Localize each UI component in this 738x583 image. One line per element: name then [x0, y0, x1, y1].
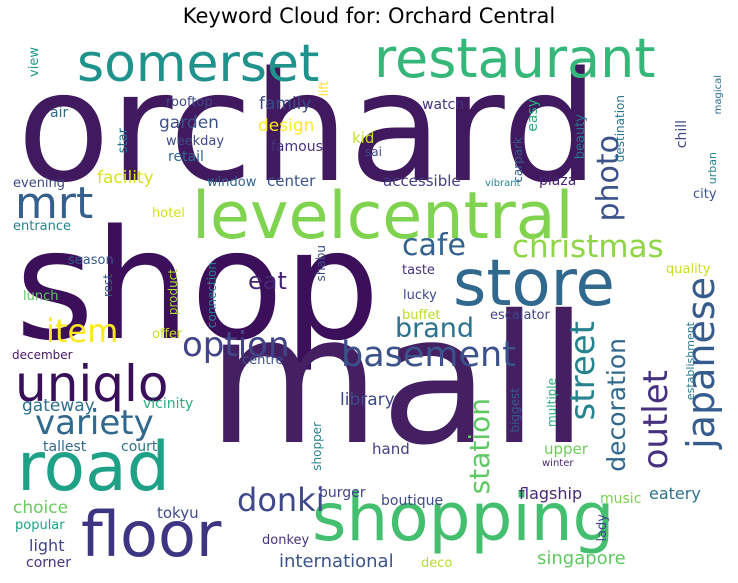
word-option: option	[182, 325, 290, 365]
chart-title: Keyword Cloud for: Orchard Central	[182, 4, 556, 28]
word-store: store	[453, 247, 615, 321]
word-weekday: weekday	[166, 134, 225, 149]
word-magical: magical	[713, 75, 724, 115]
word-retail: retail	[168, 149, 204, 165]
word-december: december	[12, 348, 73, 362]
word-street: street	[563, 321, 603, 421]
word-vicinity: vicinity	[143, 396, 194, 412]
word-eatery: eatery	[649, 484, 701, 503]
word-station: station	[463, 398, 496, 495]
word-view: view	[27, 47, 42, 77]
word-multiple: multiple	[545, 378, 559, 428]
word-vibrant: vibrant	[485, 178, 521, 189]
word-escalator: escalator	[490, 308, 550, 323]
word-famous: famous	[271, 139, 323, 155]
word-family: family	[259, 94, 312, 114]
word-air: air	[50, 105, 69, 121]
word-lady: lady	[595, 514, 610, 542]
word-window: window	[207, 175, 257, 190]
word-donkey: donkey	[262, 533, 310, 548]
word-deco: deco	[421, 556, 453, 571]
word-facility: facility	[97, 168, 154, 188]
word-watch: watch	[422, 97, 465, 113]
word-cafe: cafe	[402, 228, 466, 263]
word-buffet: buffet	[402, 308, 441, 323]
word-center: center	[267, 172, 316, 190]
word-establishment: establishment	[684, 322, 697, 401]
word-taste: taste	[402, 263, 435, 278]
word-decoration: decoration	[602, 338, 631, 472]
word-lift: lift	[317, 81, 331, 97]
word-kid: kid	[352, 129, 375, 147]
word-biggest: biggest	[508, 388, 522, 433]
word-chill: chill	[674, 120, 690, 149]
word-flagship: flagship	[519, 484, 583, 503]
word-centre: centre	[242, 353, 284, 368]
word-corner: corner	[26, 555, 72, 571]
word-hand: hand	[372, 440, 410, 458]
word-evening: evening	[13, 176, 66, 191]
word-tallest: tallest	[43, 439, 87, 455]
word-international: international	[279, 551, 394, 572]
word-design: design	[258, 116, 315, 136]
word-beauty: beauty	[573, 114, 588, 160]
word-restaurant: restaurant	[374, 32, 656, 90]
word-tokyu: tokyu	[157, 504, 199, 522]
word-star: star	[116, 128, 131, 154]
word-shop: shop	[15, 197, 381, 374]
word-lunch: lunch	[23, 289, 59, 304]
word-brand: brand	[395, 313, 475, 344]
word-boutique: boutique	[381, 493, 444, 509]
word-connection: connection	[205, 262, 219, 329]
word-quality: quality	[666, 262, 711, 277]
word-item: item	[46, 312, 119, 350]
word-urban: urban	[706, 152, 719, 185]
word-hotel: hotel	[152, 206, 185, 221]
word-singapore: singapore	[537, 548, 626, 569]
word-rest: rest	[101, 274, 115, 298]
word-offer: offer	[152, 327, 183, 342]
word-sai: sai	[365, 145, 382, 159]
word-basement: basement	[341, 335, 516, 375]
word-donki: donki	[237, 481, 325, 519]
word-choice: choice	[13, 498, 69, 518]
word-somerset: somerset	[77, 34, 320, 94]
word-shopper: shopper	[310, 422, 324, 471]
word-accessible: accessible	[383, 172, 461, 190]
word-easy: easy	[525, 99, 541, 132]
word-garden: garden	[159, 113, 219, 133]
word-cloud: orchard shop mall levelcentral restauran…	[9, 32, 729, 577]
word-floor: floor	[81, 498, 222, 571]
word-outlet: outlet	[636, 370, 676, 470]
word-uniqlo: uniqlo	[15, 355, 169, 413]
word-orchard: orchard	[17, 39, 599, 216]
word-burger: burger	[319, 485, 366, 501]
word-mrt: mrt	[15, 178, 94, 229]
word-destination: destination	[613, 95, 627, 163]
word-road: road	[17, 428, 170, 507]
word-lucky: lucky	[403, 288, 437, 303]
word-shabu: shabu	[314, 245, 328, 282]
word-christmas: christmas	[512, 229, 664, 265]
word-product: product	[166, 269, 180, 316]
word-light: light	[29, 536, 65, 555]
word-winter: winter	[542, 458, 574, 469]
word-entrance: entrance	[13, 219, 72, 234]
word-mall: mall	[207, 277, 589, 484]
word-library: library	[340, 390, 395, 410]
word-music: music	[600, 491, 642, 507]
word-popular: popular	[15, 518, 65, 533]
word-plaza: plaza	[539, 173, 577, 189]
word-season: season	[68, 253, 114, 268]
word-city: city	[693, 187, 717, 202]
word-eat: eat	[248, 267, 287, 295]
word-variety: variety	[35, 403, 154, 443]
word-upper: upper	[544, 440, 588, 458]
word-gateway: gateway	[22, 396, 95, 416]
word-rooftop: rooftop	[166, 95, 213, 110]
word-levelcentral: levelcentral	[192, 179, 574, 254]
word-court: court	[121, 439, 158, 455]
word-carpark: carpark	[511, 137, 525, 183]
word-shopping: shopping	[312, 479, 615, 556]
